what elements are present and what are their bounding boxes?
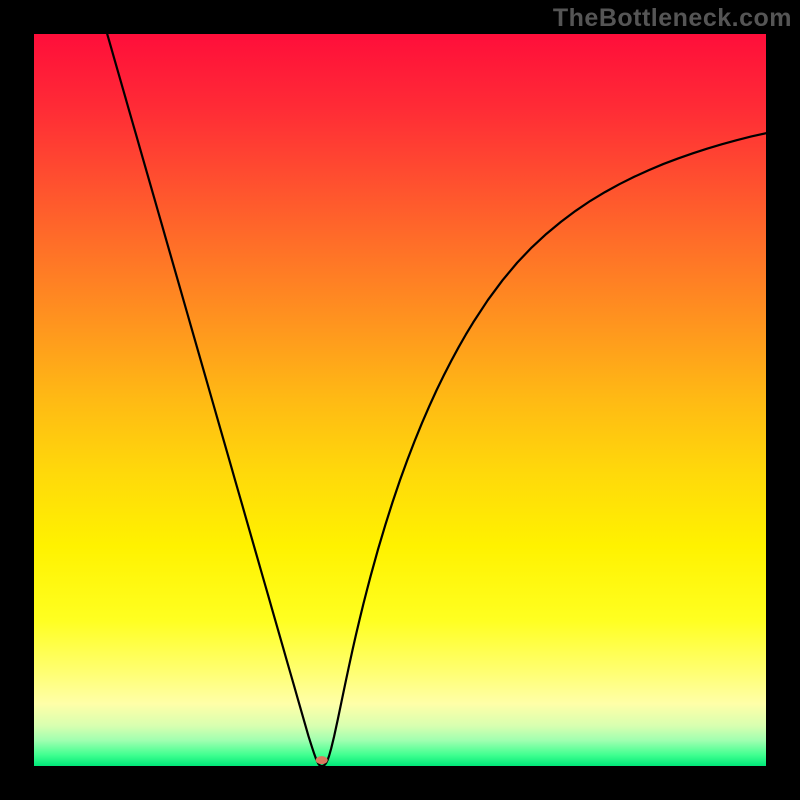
optimum-marker [316,756,328,764]
watermark-text: TheBottleneck.com [553,4,792,33]
chart-container: TheBottleneck.com [0,0,800,800]
plot-area [34,34,766,766]
plot-background [34,34,766,766]
chart-svg [34,34,766,766]
